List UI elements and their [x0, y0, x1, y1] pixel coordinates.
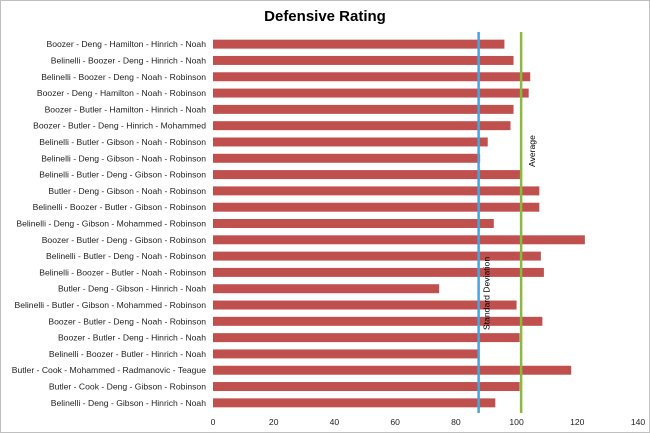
bar — [213, 251, 541, 261]
bar — [213, 153, 481, 163]
category-label: Butler - Deng - Gibson - Noah - Robinson — [48, 186, 206, 196]
x-tick-label: 140 — [631, 417, 646, 427]
bar — [213, 104, 514, 114]
bar — [213, 72, 531, 82]
category-label: Belinelli - Deng - Gibson - Noah - Robin… — [41, 153, 206, 163]
bar — [213, 121, 511, 131]
category-label: Boozer - Butler - Deng - Gibson - Robins… — [42, 235, 207, 245]
category-label: Butler - Cook - Mohammed - Radmanovic - … — [12, 365, 206, 375]
category-label: Belinelli - Butler - Gibson - Noah - Rob… — [39, 137, 206, 147]
bar — [213, 55, 514, 65]
category-label: Butler - Deng - Gibson - Hinrich - Noah — [58, 284, 206, 294]
category-label: Boozer - Butler - Deng - Hinrich - Noah — [58, 333, 206, 343]
bar — [213, 333, 520, 343]
bar — [213, 137, 488, 147]
category-label: Belinelli - Boozer - Butler - Gibson - R… — [33, 202, 207, 212]
category-label: Belinelli - Deng - Gibson - Mohammed - R… — [16, 219, 206, 229]
bar — [213, 300, 517, 310]
bar — [213, 349, 479, 359]
bar — [213, 365, 572, 375]
chart-title: Defensive Rating — [264, 8, 386, 25]
x-tick-label: 0 — [211, 417, 216, 427]
bar — [213, 202, 540, 212]
bar — [213, 382, 520, 392]
x-tick-label: 80 — [451, 417, 461, 427]
bar — [213, 186, 540, 196]
x-tick-label: 60 — [390, 417, 400, 427]
category-label: Boozer - Butler - Hamilton - Hinrich - N… — [45, 104, 207, 114]
bar — [213, 170, 522, 180]
category-label: Boozer - Butler - Deng - Noah - Robinson — [48, 316, 206, 326]
x-tick-label: 120 — [570, 417, 585, 427]
bar — [213, 284, 440, 294]
bar — [213, 219, 494, 228]
bar — [213, 39, 505, 49]
category-label: Boozer - Deng - Hamilton - Noah - Robins… — [37, 88, 206, 98]
category-label: Belinelli - Boozer - Butler - Hinrich - … — [49, 349, 206, 359]
category-label: Belinelli - Deng - Gibson - Hinrich - No… — [51, 398, 206, 408]
reference-line-label: Average — [527, 135, 537, 167]
category-label: Boozer - Butler - Deng - Hinrich - Moham… — [33, 121, 206, 131]
category-label: Butler - Cook - Deng - Gibson - Robinson — [49, 382, 206, 392]
x-tick-label: 20 — [269, 417, 279, 427]
bar — [213, 267, 544, 277]
category-label: Belinelli - Boozer - Deng - Noah - Robin… — [41, 72, 206, 82]
category-label: Boozer - Deng - Hamilton - Hinrich - Noa… — [46, 39, 206, 49]
bar — [213, 88, 529, 98]
bar — [213, 398, 496, 408]
category-label: Belinelli - Butler - Deng - Gibson - Rob… — [39, 170, 206, 180]
bar — [213, 316, 543, 326]
category-label: Belinelli - Boozer - Deng - Hinrich - No… — [51, 55, 206, 65]
x-tick-label: 100 — [509, 417, 524, 427]
category-label: Belinelli - Boozer - Butler - Noah - Rob… — [39, 267, 206, 277]
category-label: Belinelli - Butler - Deng - Noah - Robin… — [46, 251, 206, 261]
category-label: Belinelli - Butler - Gibson - Mohammed -… — [14, 300, 206, 310]
x-tick-label: 40 — [330, 417, 340, 427]
reference-line-label: Standard Deviation — [482, 257, 492, 330]
bar — [213, 235, 585, 245]
